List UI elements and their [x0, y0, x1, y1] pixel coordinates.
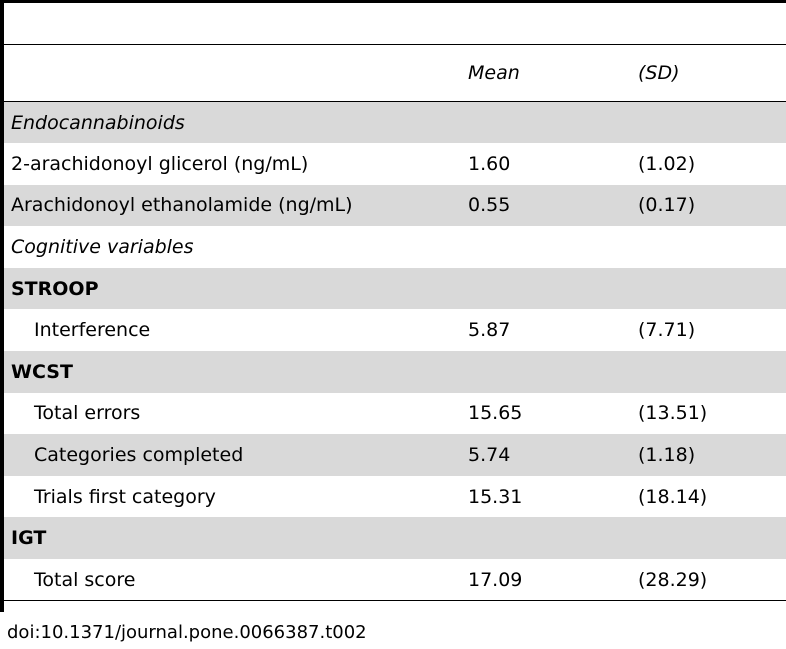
table-row: Total score 17.09 (28.29)	[4, 559, 786, 601]
row-label: Trials first category	[34, 485, 216, 508]
row-mean	[459, 226, 629, 268]
table-row: WCST	[4, 351, 786, 393]
row-label: Total score	[34, 568, 136, 591]
table-row: STROOP	[4, 267, 786, 310]
row-mean	[459, 101, 629, 144]
row-sd	[629, 351, 786, 393]
row-label: Arachidonoyl ethanolamide (ng/mL)	[4, 184, 459, 227]
row-label: IGT	[4, 517, 459, 560]
row-mean: 1.60	[468, 152, 511, 175]
top-rule	[0, 0, 786, 3]
header-sd: (SD)	[638, 62, 680, 84]
row-mean	[459, 517, 629, 560]
row-mean	[459, 351, 629, 393]
header-mean: Mean	[468, 62, 520, 84]
table-row: 2-arachidonoyl glicerol (ng/mL) 1.60 (1.02…	[4, 143, 786, 185]
row-mean	[459, 267, 629, 310]
left-rule	[0, 0, 4, 612]
table-header: Mean (SD)	[4, 44, 786, 102]
row-sd	[629, 517, 786, 560]
table-row: IGT	[4, 517, 786, 560]
row-mean: 5.87	[468, 319, 511, 342]
row-sd	[629, 226, 786, 268]
table-row: Trials first category 15.31 (18.14)	[4, 476, 786, 518]
row-mean: 5.74	[459, 434, 629, 476]
row-label: Cognitive variables	[11, 236, 194, 259]
row-label: Categories completed	[4, 434, 459, 476]
row-label: Interference	[34, 319, 151, 342]
row-sd: (7.71)	[638, 319, 696, 342]
table-row: Cognitive variables	[4, 226, 786, 268]
row-mean: 0.55	[459, 184, 629, 227]
row-mean: 17.09	[468, 568, 523, 591]
row-label: 2-arachidonoyl glicerol (ng/mL)	[11, 152, 309, 175]
table-row: Endocannabinoids	[4, 101, 786, 144]
row-mean: 15.65	[468, 402, 523, 425]
row-sd	[629, 267, 786, 310]
table-body: Endocannabinoids 2-arachidonoyl glicerol …	[4, 101, 786, 601]
header-label	[4, 45, 459, 102]
row-sd: (28.29)	[638, 568, 708, 591]
row-sd: (18.14)	[638, 485, 708, 508]
table-row: Interference 5.87 (7.71)	[4, 309, 786, 351]
data-table-container: Mean (SD) Endocannabinoids 2-arachidonoyl…	[4, 44, 786, 601]
table-row: Categories completed 5.74 (1.18)	[4, 434, 786, 476]
row-sd	[629, 101, 786, 144]
row-sd: (13.51)	[638, 402, 708, 425]
table-row: Total errors 15.65 (13.51)	[4, 393, 786, 435]
header-row: Mean (SD)	[4, 44, 786, 102]
row-mean: 15.31	[468, 485, 523, 508]
row-label: Total errors	[34, 402, 141, 425]
data-table: Mean (SD) Endocannabinoids 2-arachidonoyl…	[4, 44, 786, 601]
table-row: Arachidonoyl ethanolamide (ng/mL) 0.55 (0.…	[4, 184, 786, 227]
row-sd: (1.18)	[629, 434, 786, 476]
row-label: WCST	[4, 351, 459, 393]
doi-footer: doi:10.1371/journal.pone.0066387.t002	[7, 622, 367, 643]
row-label: STROOP	[4, 267, 459, 310]
row-sd: (1.02)	[638, 152, 696, 175]
row-sd: (0.17)	[629, 184, 786, 227]
row-label: Endocannabinoids	[4, 101, 459, 144]
